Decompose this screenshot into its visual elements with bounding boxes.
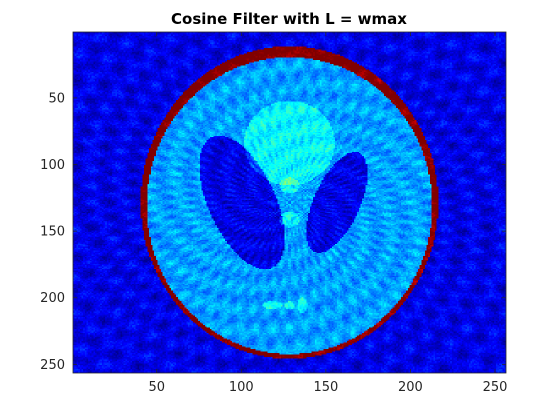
- x-tick-label: 150: [313, 380, 338, 395]
- y-tick-label: 250: [40, 358, 65, 373]
- heatmap-image: [73, 32, 506, 373]
- image-container: [73, 32, 506, 373]
- chart-title: Cosine Filter with L = wmax: [171, 10, 407, 28]
- x-tick-label: 250: [483, 380, 508, 395]
- y-tick-label: 100: [40, 158, 65, 173]
- x-tick-label: 100: [229, 380, 254, 395]
- x-tick-label: 200: [398, 380, 423, 395]
- y-tick-label: 50: [48, 91, 65, 106]
- x-tick-label: 50: [148, 380, 165, 395]
- y-tick-label: 200: [40, 291, 65, 306]
- plot-area: [73, 32, 506, 373]
- y-tick-label: 150: [40, 225, 65, 240]
